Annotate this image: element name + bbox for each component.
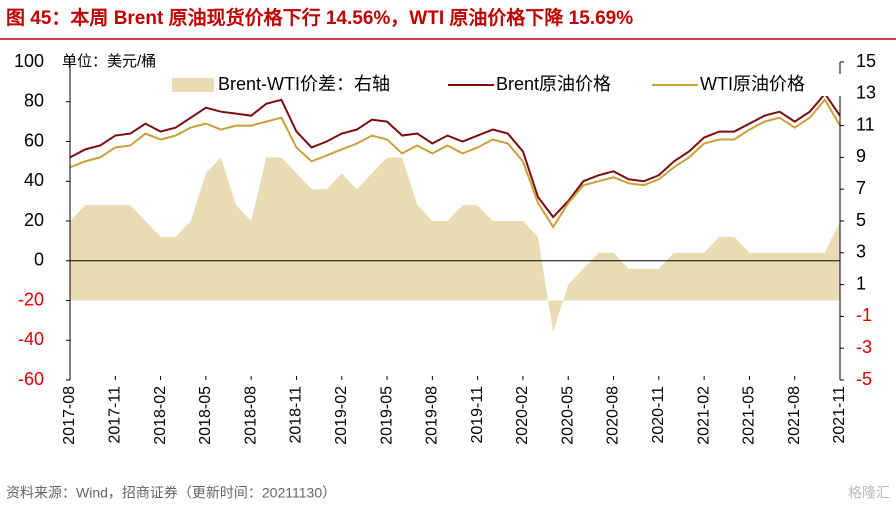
x-tick-label: 2018-02 [152,386,169,445]
y2-tick-label: -5 [856,369,872,389]
x-tick-label: 2021-05 [741,386,758,445]
y2-tick-label: 5 [856,210,866,230]
x-tick-label: 2020-11 [650,386,667,444]
legend-bg [216,74,441,96]
price-line [69,92,841,219]
x-tick-label: 2020-08 [605,386,622,445]
legend-label: Brent原油价格 [496,74,611,94]
y-tick-label: 20 [24,210,44,230]
x-tick-label: 2018-05 [197,386,214,445]
y-tick-label: -20 [18,289,44,309]
x-tick-label: 2019-02 [333,386,350,445]
x-tick-label: 2017-11 [107,386,124,444]
x-tick-label: 2021-02 [695,386,712,445]
y2-tick-label: 7 [856,178,866,198]
y2-tick-label: 13 [856,83,876,103]
x-tick-label: 2018-11 [288,386,305,444]
y2-tick-label: 9 [856,146,866,166]
y-tick-label: 60 [24,130,44,150]
y2-tick-label: -1 [856,305,872,325]
y-tick-label: 80 [24,91,44,111]
legend-label: Brent-WTI价差：右轴 [218,74,390,94]
y-tick-label: 40 [24,170,44,190]
y2-tick-label: -3 [856,337,872,357]
x-tick-label: 2018-08 [242,386,259,445]
legend-swatch [172,78,214,92]
x-tick-label: 2019-11 [469,386,486,444]
x-tick-label: 2017-08 [61,386,78,445]
legend-label: WTI原油价格 [700,74,805,94]
chart-title: 图 45：本周 Brent 原油现货价格下行 14.56%，WTI 原油价格下降… [6,6,633,29]
y-tick-label: -60 [18,369,44,389]
y-tick-label: 100 [14,51,44,71]
x-tick-label: 2020-02 [514,386,531,445]
spread-area [70,157,840,333]
unit-label: 单位：美元/桶 [62,53,156,70]
legend-bg [700,74,848,96]
x-tick-label: 2019-08 [424,386,441,445]
y2-tick-label: 11 [856,114,875,134]
y2-tick-label: 1 [856,273,866,293]
watermark: 格隆汇 [848,485,890,501]
x-tick-label: 2020-05 [559,386,576,445]
y2-tick-label: 15 [856,51,876,71]
y-tick-label: 0 [34,250,44,270]
price-line [69,98,841,229]
x-tick-label: 2019-05 [378,386,395,445]
source: 资料来源：Wind，招商证券（更新时间：20211130） [6,485,336,501]
y2-tick-label: 3 [856,242,866,262]
x-tick-label: 2021-11 [831,386,848,444]
y-tick-label: -40 [18,329,44,349]
legend-bg [496,74,644,96]
x-tick-label: 2021-08 [786,386,803,445]
